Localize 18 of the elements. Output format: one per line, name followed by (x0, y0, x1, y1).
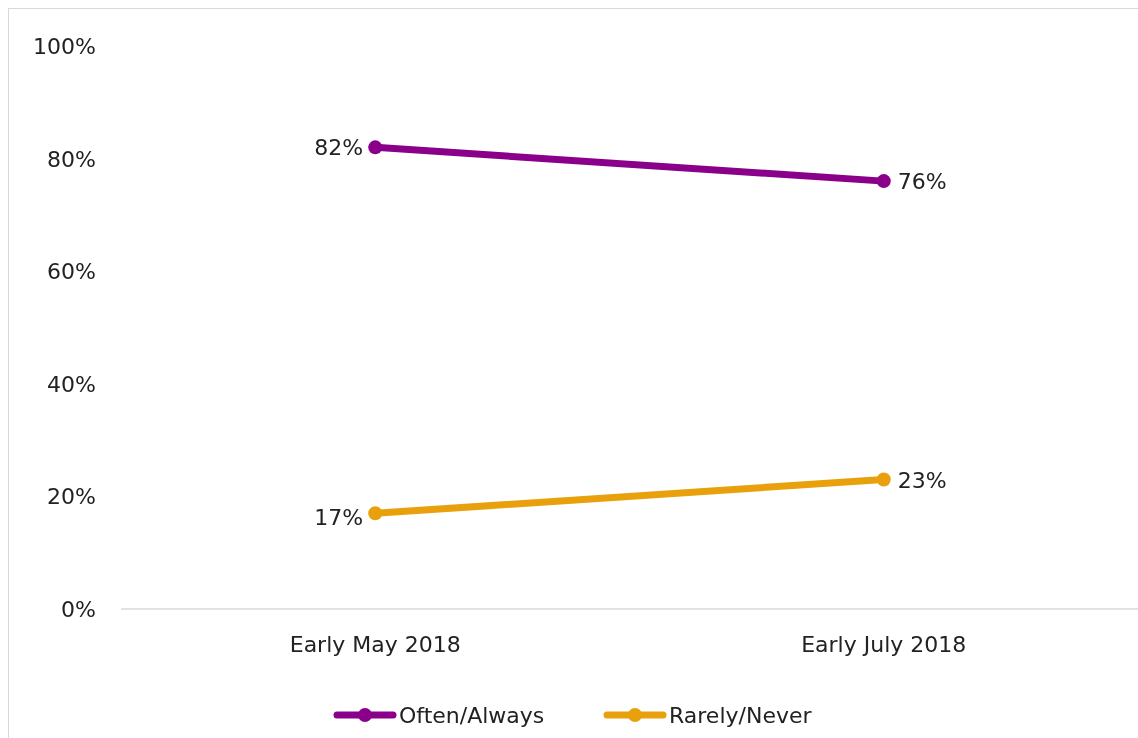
y-tick-label: 80% (47, 146, 96, 172)
data-label: 76% (897, 169, 947, 195)
point (368, 140, 383, 155)
point (368, 506, 383, 521)
point (876, 174, 891, 189)
legend-label: Rarely/Never (669, 703, 813, 728)
legend-label: Often/Always (399, 703, 545, 728)
data-label: 82% (314, 135, 364, 161)
y-tick-label: 100% (33, 34, 96, 59)
y-tick-label: 60% (47, 259, 96, 285)
y-tick-label: 40% (47, 371, 96, 397)
point (876, 472, 891, 487)
y-tick-label: 20% (47, 484, 96, 510)
data-label: 23% (897, 467, 947, 493)
x-tick-label: Early July 2018 (801, 632, 967, 657)
x-tick-label: Early May 2018 (289, 632, 461, 657)
data-label: 17% (314, 505, 364, 531)
y-tick-label: 0% (61, 597, 96, 622)
